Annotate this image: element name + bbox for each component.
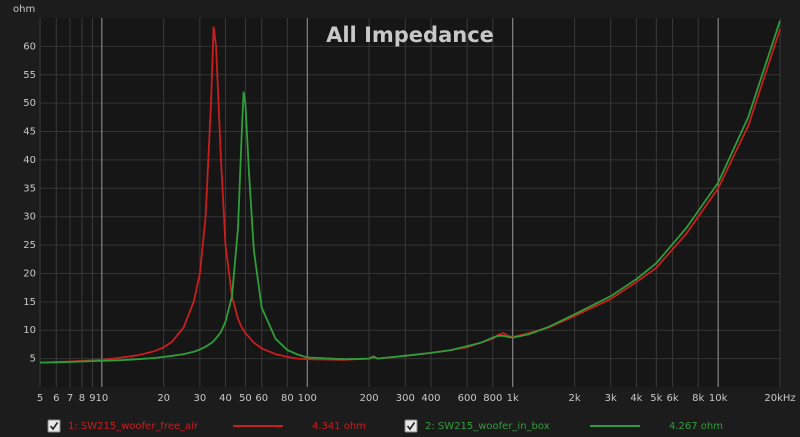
y-tick-label: 10 bbox=[23, 325, 36, 336]
legend-readout: 4.341 ohm bbox=[312, 421, 366, 432]
y-axis-label: ohm bbox=[13, 4, 35, 15]
y-tick-label: 60 bbox=[23, 41, 36, 52]
legend-item: 1: SW215_woofer_free_air 4.341 ohm bbox=[47, 419, 366, 433]
y-tick-label: 15 bbox=[23, 297, 36, 308]
x-tick-label: 10 bbox=[95, 393, 108, 404]
x-tick-label: 300 bbox=[396, 393, 415, 404]
x-tick-label: 100 bbox=[298, 393, 317, 404]
chart-title: All Impedance bbox=[326, 23, 494, 47]
y-tick-label: 40 bbox=[23, 155, 36, 166]
x-tick-label: 60 bbox=[255, 393, 268, 404]
checkbox[interactable] bbox=[404, 419, 418, 433]
x-tick-label: 1k bbox=[507, 393, 519, 404]
legend-label: 2: SW215_woofer_in_box bbox=[425, 421, 550, 432]
x-tick-label: 7 bbox=[67, 393, 73, 404]
x-tick-label: 6k bbox=[667, 393, 679, 404]
legend-readout: 4.267 ohm bbox=[669, 421, 723, 432]
data-line bbox=[39, 20, 781, 364]
y-tick-label: 25 bbox=[23, 240, 36, 251]
checkmark bbox=[49, 422, 59, 431]
x-tick-label: 10k bbox=[709, 393, 728, 404]
x-tick-label: 6 bbox=[53, 393, 59, 404]
y-tick-label: 30 bbox=[23, 212, 36, 223]
checkbox[interactable] bbox=[47, 419, 61, 433]
y-tick-label: 45 bbox=[23, 127, 36, 138]
y-tick-label: 50 bbox=[23, 98, 36, 109]
x-tick-label: 800 bbox=[483, 393, 502, 404]
x-tick-label: 2k bbox=[568, 393, 580, 404]
y-tick-label: 20 bbox=[23, 268, 36, 279]
x-tick-label: 40 bbox=[219, 393, 232, 404]
x-tick-label: 400 bbox=[421, 393, 440, 404]
x-tick-label: 20kHz bbox=[764, 393, 795, 404]
x-tick-label: 200 bbox=[360, 393, 379, 404]
x-tick-label: 8 bbox=[79, 393, 85, 404]
x-tick-label: 20 bbox=[157, 393, 170, 404]
x-tick-label: 600 bbox=[458, 393, 477, 404]
y-tick-label: 55 bbox=[23, 70, 36, 81]
y-tick-label: 5 bbox=[30, 354, 36, 365]
checkmark bbox=[406, 422, 416, 431]
data-line bbox=[39, 26, 781, 364]
plot-area bbox=[40, 18, 780, 387]
x-tick-label: 3k bbox=[605, 393, 617, 404]
legend-item: 2: SW215_woofer_in_box 4.267 ohm bbox=[404, 419, 723, 433]
x-tick-label: 8k bbox=[692, 393, 704, 404]
x-tick-label: 9 bbox=[89, 393, 95, 404]
y-tick-label: 35 bbox=[23, 183, 36, 194]
x-tick-label: 50 bbox=[239, 393, 252, 404]
x-tick-label: 5k bbox=[650, 393, 662, 404]
legend-label: 1: SW215_woofer_free_air bbox=[68, 421, 199, 432]
x-tick-label: 30 bbox=[193, 393, 206, 404]
x-tick-label: 5 bbox=[37, 393, 43, 404]
x-tick-label: 80 bbox=[281, 393, 294, 404]
x-tick-label: 4k bbox=[630, 393, 642, 404]
